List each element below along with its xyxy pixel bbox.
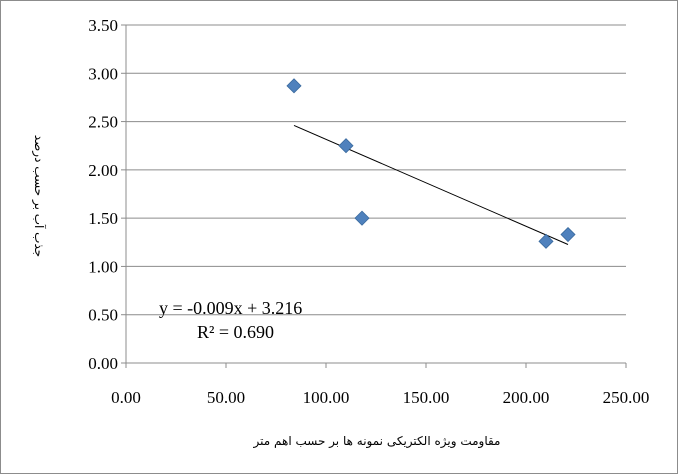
y-tick-label-1: 0.50: [88, 306, 118, 325]
trendline: [293, 124, 569, 245]
axes: [125, 25, 627, 368]
y-tick-label-7: 3.50: [88, 16, 118, 35]
r-squared-label: R² = 0.690: [197, 322, 274, 342]
data-point-0: [286, 78, 302, 94]
x-tick-label-4: 200.00: [503, 388, 550, 407]
data-point-4: [560, 226, 576, 243]
x-tick-label-2: 100.00: [303, 388, 350, 407]
y-tick-label-4: 2.00: [88, 161, 118, 180]
y-tick-label-6: 3.00: [88, 64, 118, 83]
x-tick-label-5: 250.00: [603, 388, 650, 407]
x-tick-labels: 0.00 50.00 100.00 150.00 200.00 250.00: [111, 388, 649, 407]
x-tick-label-0: 0.00: [111, 388, 141, 407]
y-tick-labels: 0.00 0.50 1.00 1.50 2.00 2.50 3.00 3.50: [88, 16, 118, 373]
data-point-1: [338, 138, 354, 154]
gridlines: [121, 24, 626, 364]
data-points: [286, 78, 576, 249]
x-tick-label-3: 150.00: [403, 388, 450, 407]
y-tick-label-0: 0.00: [88, 354, 118, 373]
y-tick-label-2: 1.00: [88, 257, 118, 276]
data-point-2: [354, 210, 370, 226]
trendline-equation: y = -0.009x + 3.216: [159, 298, 302, 318]
y-tick-label-5: 2.50: [88, 113, 118, 132]
y-axis-title: جذب آب بر حسب درصد: [31, 135, 47, 257]
x-tick-label-1: 50.00: [207, 388, 245, 407]
y-tick-label-3: 1.50: [88, 209, 118, 228]
data-point-3: [538, 233, 554, 249]
x-axis-title: مقاومت ویژه الکتریکی نمونه ها بر حسب اهم…: [253, 434, 501, 449]
